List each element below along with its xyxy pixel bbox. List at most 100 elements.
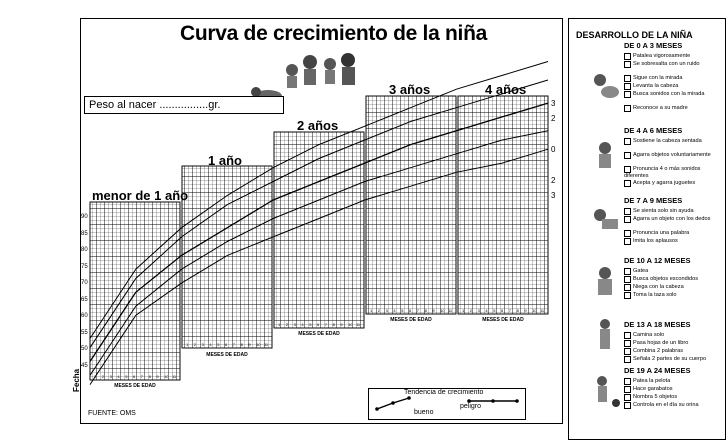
milestone-checkbox[interactable]	[624, 292, 631, 299]
toddler-walking-icon	[600, 319, 610, 349]
milestone-item[interactable]: Agarra un objeto con los dedos	[624, 216, 716, 223]
milestone-checkbox[interactable]	[624, 332, 631, 339]
baby-lying-icon	[594, 74, 619, 98]
x-axis-label-4: MESES DE EDAD	[482, 317, 524, 323]
milestone-item[interactable]: Imita los aplausos	[624, 238, 716, 245]
milestone-checkbox[interactable]	[624, 378, 631, 385]
milestone-item[interactable]: Levanta la cabeza	[624, 83, 716, 90]
milestone-checkbox[interactable]	[624, 356, 631, 363]
milestone-checkbox[interactable]	[624, 53, 631, 60]
growth-curve-4	[89, 148, 549, 385]
month-tick: 10	[532, 308, 537, 313]
development-section-head: DE 4 A 6 MESES	[624, 126, 683, 135]
z-score-label: 3	[551, 99, 556, 108]
milestone-checkbox[interactable]	[624, 284, 631, 291]
x-axis-label-3: MESES DE EDAD	[390, 317, 432, 323]
milestone-item[interactable]: Busca sonidos con la mirada	[624, 91, 716, 98]
month-tick: 8	[241, 342, 244, 347]
milestone-checkbox[interactable]	[624, 61, 631, 68]
milestone-checkbox[interactable]	[624, 83, 631, 90]
milestone-item[interactable]: Busca objetos escondidos	[624, 276, 716, 283]
month-tick: 9	[156, 374, 159, 379]
milestone-checkbox[interactable]	[624, 340, 631, 347]
milestone-item[interactable]: Agarra objetos voluntariamente	[624, 152, 716, 159]
development-section-head: DE 7 A 9 MESES	[624, 196, 683, 205]
month-tick: 5	[217, 342, 220, 347]
trend-title: Tendencia de crecimiento	[404, 389, 484, 396]
milestone-item[interactable]: Se sobresalta con un ruido	[624, 61, 716, 68]
milestone-checkbox[interactable]	[624, 216, 631, 223]
age-label-2: 2 años	[297, 118, 339, 133]
milestone-checkbox[interactable]	[624, 152, 631, 159]
month-tick: 7	[233, 342, 236, 347]
milestone-checkbox[interactable]	[624, 268, 631, 275]
milestone-item[interactable]: Hace garabatos	[624, 386, 716, 393]
milestone-checkbox[interactable]	[624, 91, 631, 98]
milestone-item[interactable]: Señala 2 partes de su cuerpo	[624, 356, 716, 363]
month-tick: 7	[141, 374, 144, 379]
month-tick: 1	[370, 308, 373, 313]
month-tick: 6	[225, 342, 228, 347]
month-tick: 3	[478, 308, 481, 313]
milestone-item[interactable]: Nombra 5 objetos	[624, 394, 716, 401]
month-tick: 4	[301, 322, 304, 327]
month-tick: 10	[164, 374, 169, 379]
milestone-checkbox[interactable]	[624, 402, 631, 409]
milestone-checkbox[interactable]	[624, 75, 631, 82]
z-score-label: 2	[551, 114, 556, 123]
month-tick: 7	[509, 308, 512, 313]
milestone-checkbox[interactable]	[624, 238, 631, 245]
y-axis-label: 90	[81, 214, 88, 220]
milestone-checkbox[interactable]	[624, 208, 631, 215]
z-score-label: 3	[551, 191, 556, 200]
month-tick: 6	[317, 322, 320, 327]
y-axis-label: 75	[81, 263, 88, 270]
milestone-item[interactable]: Pronuncia 4 o más sonidos diferentes	[624, 166, 701, 179]
growth-curve-1	[89, 79, 549, 348]
milestone-checkbox[interactable]	[624, 394, 631, 401]
development-panel	[568, 18, 726, 440]
month-tick: 2	[470, 308, 473, 313]
month-tick: 6	[409, 308, 412, 313]
month-tick: 10	[256, 342, 261, 347]
milestone-item[interactable]: Se sienta solo sin ayuda	[624, 208, 716, 215]
trend-good-label: bueno	[414, 409, 434, 416]
milestone-item[interactable]: Patalea vigorosamente	[624, 53, 716, 60]
month-tick: 9	[432, 308, 435, 313]
month-tick: 2	[286, 322, 289, 327]
milestone-item[interactable]: Pasa hojas de un libro	[624, 340, 716, 347]
milestone-checkbox[interactable]	[624, 105, 631, 112]
milestone-checkbox[interactable]	[624, 138, 631, 145]
month-tick: 4	[393, 308, 396, 313]
source-note: FUENTE: OMS	[88, 410, 136, 417]
y-axis-label: 85	[81, 230, 88, 237]
milestone-checkbox[interactable]	[624, 276, 631, 283]
month-tick: 10	[348, 322, 353, 327]
milestone-checkbox[interactable]	[624, 386, 631, 393]
milestone-item[interactable]: Controla en el día su orina	[624, 402, 716, 409]
child-kicking-ball-icon	[597, 376, 620, 407]
milestone-item[interactable]: Toma la taza solo	[624, 292, 716, 299]
milestone-item[interactable]: Reconoce a su madre	[624, 105, 716, 112]
milestone-item[interactable]: Sigue con la mirada	[624, 75, 716, 82]
growth-curve-2	[89, 102, 549, 362]
milestone-item[interactable]: Pronuncia una palabra	[624, 230, 716, 237]
milestone-checkbox[interactable]	[624, 166, 631, 173]
month-tick: 3	[386, 308, 389, 313]
z-score-label: 2	[551, 176, 556, 185]
milestone-item[interactable]: Acepta y agarra juguetes	[624, 180, 716, 187]
milestone-item[interactable]: Niega con la cabeza	[624, 284, 716, 291]
milestone-item[interactable]: Gatea	[624, 268, 716, 275]
milestone-item[interactable]: Sostiene la cabeza sentada	[624, 138, 716, 145]
milestone-checkbox[interactable]	[624, 180, 631, 187]
x-axis-label-2: MESES DE EDAD	[298, 331, 340, 337]
milestone-checkbox[interactable]	[624, 348, 631, 355]
milestone-item[interactable]: Patea la pelota	[624, 378, 716, 385]
month-tick: 7	[325, 322, 328, 327]
birth-weight-field[interactable]: Peso al nacer ................gr.	[84, 96, 284, 114]
month-tick: 2	[378, 308, 381, 313]
milestone-item[interactable]: Camina solo	[624, 332, 716, 339]
milestone-item[interactable]: Combina 2 palabras	[624, 348, 716, 355]
milestone-checkbox[interactable]	[624, 230, 631, 237]
age-label-1: 1 año	[208, 153, 242, 168]
